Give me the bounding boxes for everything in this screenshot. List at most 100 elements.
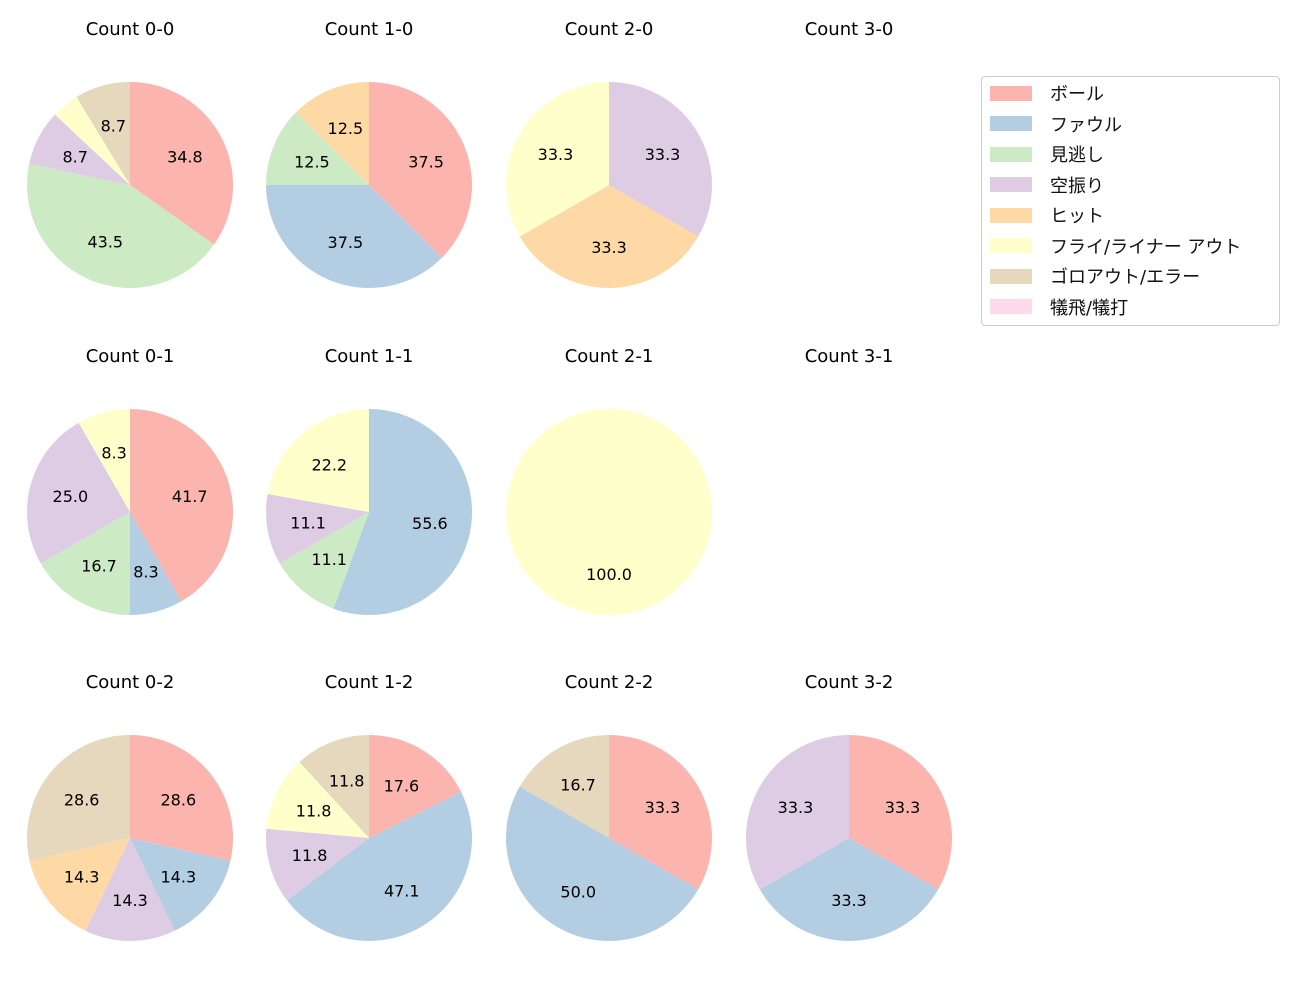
pie-slice <box>27 163 215 288</box>
pie-title: Count 3-1 <box>805 346 894 367</box>
slice-label: 11.8 <box>292 846 328 865</box>
pie-title: Count 0-0 <box>86 19 175 40</box>
slice-label: 14.3 <box>64 868 100 887</box>
slice-label: 33.3 <box>645 145 681 164</box>
pie-slice <box>130 735 233 861</box>
slice-label: 33.3 <box>885 798 921 817</box>
slice-label: 12.5 <box>294 152 330 171</box>
legend-item: ヒット <box>990 205 1104 227</box>
pie-slice <box>506 82 609 237</box>
slice-label: 11.8 <box>296 802 332 821</box>
pie-slice <box>505 786 699 941</box>
pie-title: Count 3-0 <box>805 19 894 40</box>
slice-label: 34.8 <box>167 148 203 167</box>
pie-title: Count 1-0 <box>325 19 414 40</box>
legend-label: フライ/ライナー アウト <box>1050 236 1242 258</box>
pie-slice <box>130 409 233 602</box>
pie-slice <box>266 828 369 901</box>
legend-label: ボール <box>1050 84 1104 105</box>
pie-slice <box>519 185 699 288</box>
legend-label: ヒット <box>1050 206 1104 227</box>
pie-title: Count 0-2 <box>86 672 175 693</box>
slice-label: 8.7 <box>62 147 87 166</box>
pie-slice <box>266 493 369 564</box>
pie-slice <box>40 512 130 615</box>
pie-slice <box>369 82 472 258</box>
legend: ボールファウル見逃し空振りヒットフライ/ライナー アウト ゴロアウト/エラー 犠飛/… <box>981 76 1280 326</box>
pie-slice <box>266 185 442 288</box>
legend-swatch <box>990 207 1032 223</box>
slice-label: 16.7 <box>81 556 117 575</box>
slice-label: 11.8 <box>329 771 365 790</box>
slice-label: 8.3 <box>133 563 158 582</box>
legend-swatch <box>990 299 1032 314</box>
pie-slice <box>85 838 175 941</box>
pie-title: Count 0-1 <box>86 346 175 367</box>
legend-label: 見逃し <box>1050 145 1104 166</box>
pie-slice <box>27 735 131 861</box>
legend-swatch <box>990 238 1032 253</box>
slice-label: 55.6 <box>412 514 448 533</box>
legend-swatch <box>990 85 1032 101</box>
pie-slice <box>745 735 849 890</box>
slice-label: 11.1 <box>290 514 326 533</box>
slice-label: 14.3 <box>161 868 197 887</box>
pie-slice <box>506 409 712 615</box>
slice-label: 37.5 <box>328 233 364 252</box>
legend-item: ボール <box>990 83 1104 105</box>
pie-title: Count 2-2 <box>565 672 654 693</box>
slice-label: 17.6 <box>384 776 420 795</box>
pie-slice <box>27 422 130 564</box>
slice-label: 28.6 <box>161 790 197 809</box>
pie-slice <box>130 82 233 245</box>
pie-slice <box>266 112 369 185</box>
pie-slice <box>130 838 231 931</box>
pie-title: Count 3-2 <box>805 672 894 693</box>
pie-slice <box>519 735 609 838</box>
slice-label: 41.7 <box>172 487 208 506</box>
legend-item: 空振り <box>990 175 1104 197</box>
pie-slice <box>849 735 952 890</box>
legend-swatch <box>990 268 1032 284</box>
slice-label: 33.3 <box>591 238 627 257</box>
pie-slice <box>296 82 369 185</box>
slice-label: 33.3 <box>645 798 681 817</box>
legend-label: 空振り <box>1050 175 1104 197</box>
legend-item: 見逃し <box>990 144 1104 166</box>
pie-title: Count 1-1 <box>325 346 414 367</box>
legend-swatch <box>990 146 1032 162</box>
pie-slice <box>29 114 130 185</box>
slice-label: 43.5 <box>87 233 123 252</box>
pie-slice <box>369 735 462 838</box>
slice-label: 47.1 <box>384 881 420 900</box>
slice-label: 37.5 <box>408 152 444 171</box>
slice-label: 11.1 <box>311 550 347 569</box>
pie-title: Count 2-0 <box>565 19 654 40</box>
legend-item: ゴロアウト/エラー <box>990 266 1201 288</box>
legend-item: 犠飛/犠打 <box>990 297 1129 319</box>
legend-item: フライ/ライナー アウト <box>990 236 1242 258</box>
slice-label: 16.7 <box>560 776 596 795</box>
legend-label: ゴロアウト/エラー <box>1050 267 1201 288</box>
legend-swatch <box>990 177 1032 192</box>
slice-label: 8.3 <box>101 443 126 462</box>
pie-slice <box>333 409 473 616</box>
slice-label: 50.0 <box>560 883 596 902</box>
legend-label: 犠飛/犠打 <box>1050 297 1129 319</box>
pie-title: Count 2-1 <box>565 346 654 367</box>
pie-slice <box>759 838 939 941</box>
pie-slice <box>279 512 369 609</box>
pie-slice <box>29 838 130 931</box>
legend-item: ファウル <box>990 114 1122 136</box>
slice-label: 33.3 <box>831 891 867 910</box>
legend-label: ファウル <box>1050 114 1122 136</box>
slice-label: 8.7 <box>101 116 126 135</box>
pie-title: Count 1-2 <box>325 672 414 693</box>
slice-label: 12.5 <box>328 119 364 138</box>
pie-slice <box>609 735 712 890</box>
legend-swatch <box>990 116 1032 131</box>
pie-slice <box>609 82 712 237</box>
slice-label: 33.3 <box>538 145 574 164</box>
